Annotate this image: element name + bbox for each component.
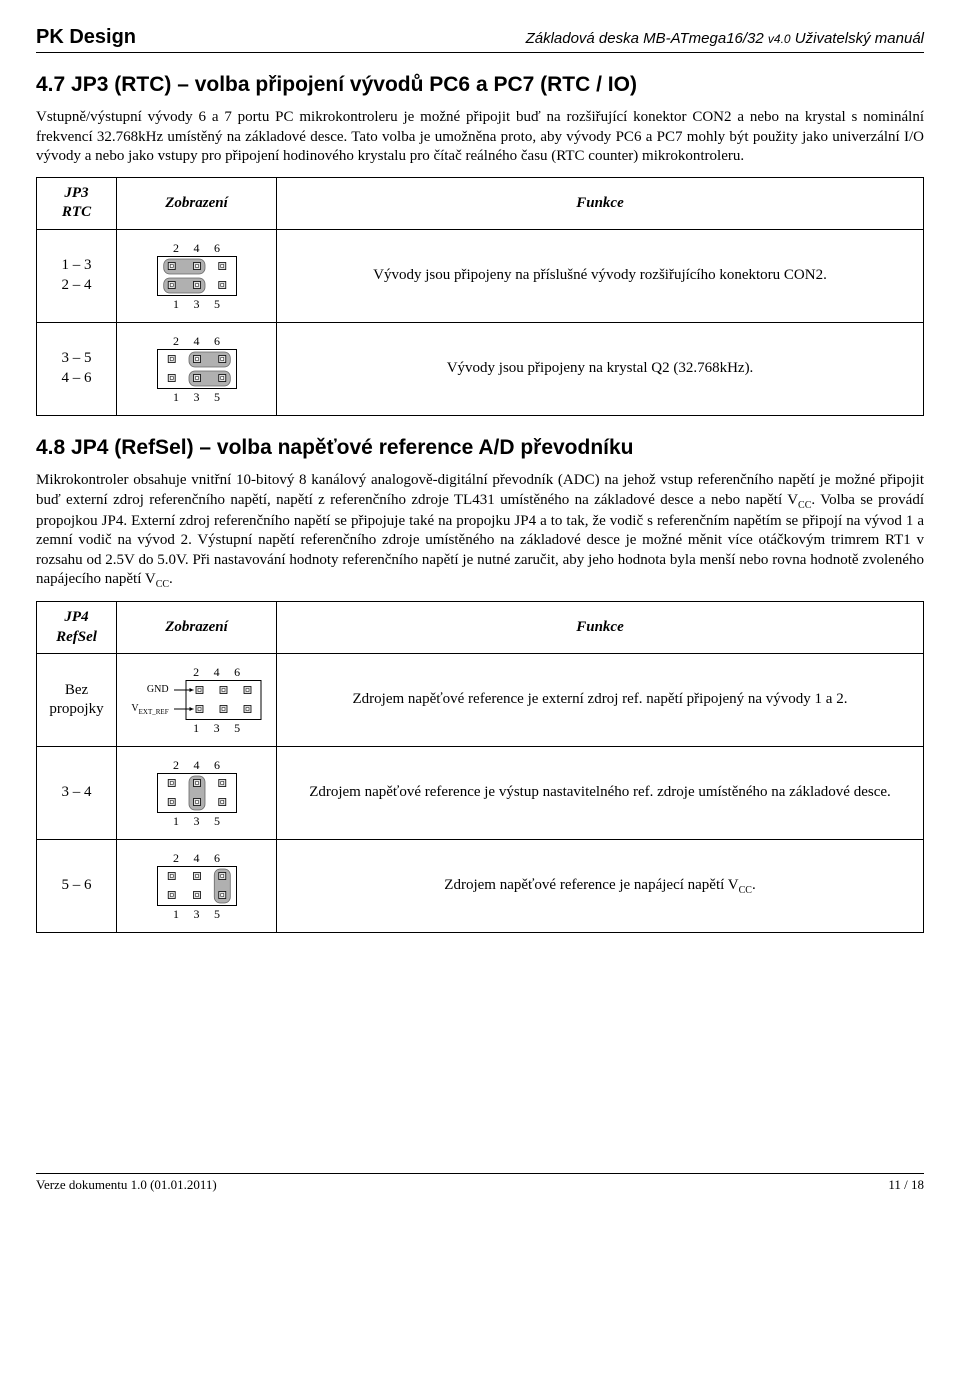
header-right: Základová deska MB-ATmega16/32 v4.0 Uživ… <box>526 29 924 49</box>
jp-setting: 5 – 6 <box>37 840 117 933</box>
p48-c: . <box>169 571 173 587</box>
jp-diagram-cell: 246 135 <box>117 747 277 840</box>
pin-nums-top: 246 <box>157 852 237 864</box>
label-gnd: GND <box>131 683 168 696</box>
th-jp3: JP3 RTC <box>37 177 117 229</box>
section-4-7-body: Vstupně/výstupní vývody 6 a 7 portu PC m… <box>36 108 924 167</box>
section-4-7-title: 4.7 JP3 (RTC) – volba připojení vývodů P… <box>36 71 924 98</box>
pin-nums-bot: 135 <box>157 391 237 403</box>
footer-left: Verze dokumentu 1.0 (01.01.2011) <box>36 1177 217 1194</box>
jumper-diagram: 246 135 <box>157 846 237 926</box>
table-header-row: JP3 RTC Zobrazení Funkce <box>37 177 924 229</box>
fn-cell: Zdrojem napěťové reference je napájecí n… <box>277 840 924 933</box>
jumper-diagram: 246 135 <box>157 236 237 316</box>
jumper-diagram: 246 135 <box>172 660 262 740</box>
jp-text: 1 – 3 2 – 4 <box>62 257 92 293</box>
product-name: Základová deska MB-ATmega16/32 <box>526 30 764 47</box>
table-jp4: JP4 RefSel Zobrazení Funkce Bez propojky… <box>36 601 924 933</box>
jp-diagram-cell: GND VEXT_REF 246 135 <box>117 654 277 747</box>
section-4-8-body: Mikrokontroler obsahuje vnitřní 10-bitov… <box>36 471 924 591</box>
jp-text: 3 – 4 <box>62 784 92 800</box>
fn-cc: CC <box>739 885 752 896</box>
page-footer: Verze dokumentu 1.0 (01.01.2011) 11 / 18 <box>36 1173 924 1194</box>
th-jp4-l1: JP4 <box>64 609 88 625</box>
table-row: Bez propojky GND VEXT_REF 246 135 Zdroje… <box>37 654 924 747</box>
pin-nums-top: 246 <box>157 335 237 347</box>
jp-diagram-cell: 246 135 <box>117 840 277 933</box>
page-header: PK Design Základová deska MB-ATmega16/32… <box>36 24 924 53</box>
side-labels: GND VEXT_REF <box>131 680 168 720</box>
label-vext: VEXT_REF <box>131 702 168 717</box>
pin-nums-bot: 135 <box>157 298 237 310</box>
th-jp4-l2: RefSel <box>56 629 97 645</box>
section-4-8-title: 4.8 JP4 (RefSel) – volba napěťové refere… <box>36 434 924 461</box>
jp-setting: Bez propojky <box>37 654 117 747</box>
th-jp4: JP4 RefSel <box>37 602 117 654</box>
jp-text: 5 – 6 <box>62 877 92 893</box>
fn-cell: Zdrojem napěťové reference je výstup nas… <box>277 747 924 840</box>
th-view: Zobrazení <box>117 602 277 654</box>
table-row: 5 – 6 246 135 Zdrojem napěťové reference… <box>37 840 924 933</box>
jp-diagram-cell: 246 135 <box>117 322 277 415</box>
th-jp3-l2: RTC <box>62 204 91 220</box>
th-fn: Funkce <box>277 602 924 654</box>
table-row: 3 – 5 4 – 6 246 135 Vývody jsou připojen… <box>37 322 924 415</box>
p48-a: Mikrokontroler obsahuje vnitřní 10-bitov… <box>36 472 924 508</box>
jp-setting: 3 – 4 <box>37 747 117 840</box>
jp-diagram-cell: 246 135 <box>117 229 277 322</box>
pin-nums-top: 246 <box>172 666 262 678</box>
th-fn: Funkce <box>277 177 924 229</box>
footer-right: 11 / 18 <box>888 1177 924 1194</box>
product-version: v4.0 <box>768 32 791 46</box>
p48-cc1: CC <box>798 500 811 511</box>
pin-nums-bot: 135 <box>157 815 237 827</box>
fn-pre: Zdrojem napěťové reference je napájecí n… <box>444 877 738 893</box>
jumper-svg <box>157 773 237 813</box>
jumper-diagram: 246 135 <box>157 753 237 833</box>
pin-nums-bot: 135 <box>157 908 237 920</box>
table-row: 3 – 4 246 135 Zdrojem napěťové reference… <box>37 747 924 840</box>
jumper-svg <box>157 256 237 296</box>
pin-nums-top: 246 <box>157 759 237 771</box>
fn-cell: Zdrojem napěťové reference je externí zd… <box>277 654 924 747</box>
jp-text: 3 – 5 4 – 6 <box>62 350 92 386</box>
jumper-diagram: 246 135 <box>157 329 237 409</box>
jumper-svg <box>172 680 262 720</box>
th-jp3-l1: JP3 <box>64 185 88 201</box>
table-row: 1 – 3 2 – 4 246 135 Vývody jsou připojen… <box>37 229 924 322</box>
pin-nums-top: 246 <box>157 242 237 254</box>
jp-text: Bez propojky <box>49 682 103 718</box>
pin-nums-bot: 135 <box>172 722 262 734</box>
jumper-svg <box>157 349 237 389</box>
fn-cell: Vývody jsou připojeny na krystal Q2 (32.… <box>277 322 924 415</box>
fn-cell: Vývody jsou připojeny na příslušné vývod… <box>277 229 924 322</box>
jp-setting: 3 – 5 4 – 6 <box>37 322 117 415</box>
jp-setting: 1 – 3 2 – 4 <box>37 229 117 322</box>
brand-logo: PK Design <box>36 24 136 50</box>
p48-cc2: CC <box>156 579 169 590</box>
table-header-row: JP4 RefSel Zobrazení Funkce <box>37 602 924 654</box>
table-jp3: JP3 RTC Zobrazení Funkce 1 – 3 2 – 4 246… <box>36 177 924 416</box>
th-view: Zobrazení <box>117 177 277 229</box>
jumper-svg <box>157 866 237 906</box>
manual-text: Uživatelský manuál <box>795 30 924 47</box>
fn-post: . <box>752 877 756 893</box>
